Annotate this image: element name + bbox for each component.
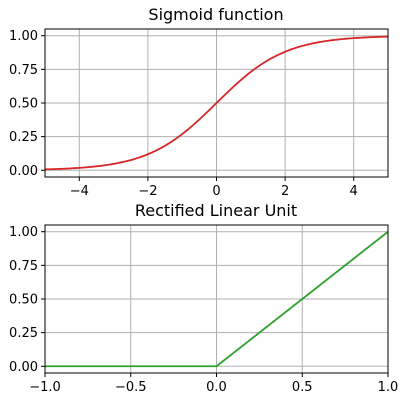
chart-title: Rectified Linear Unit bbox=[135, 201, 297, 220]
y-tick-label: 0.00 bbox=[9, 164, 38, 179]
x-tick-label: 0.0 bbox=[206, 380, 227, 395]
relu-chart: Rectified Linear Unit −1.0 −0.5 0.0 0.5 1.00… bbox=[9, 201, 398, 395]
chart-title: Sigmoid function bbox=[148, 5, 283, 24]
x-tick-label: 1.0 bbox=[378, 380, 399, 395]
y-tick-label: 0.75 bbox=[9, 259, 38, 274]
x-tick-label: −0.5 bbox=[115, 380, 147, 395]
x-tick-label: −2 bbox=[138, 184, 157, 199]
sigmoid-chart: Sigmoid function −4 −2 0 2 4 0.00 0.25 0.50 0.75… bbox=[9, 5, 389, 199]
x-tick-label: 4 bbox=[350, 184, 358, 199]
x-tick-label: −1.0 bbox=[29, 380, 61, 395]
x-tick-label: 0.5 bbox=[292, 380, 313, 395]
y-tick-label: 0.25 bbox=[9, 326, 38, 341]
y-tick-label: 0.50 bbox=[9, 293, 38, 308]
series-line bbox=[45, 231, 389, 368]
y-tick-label: 1.00 bbox=[9, 29, 38, 44]
x-tick-label: 2 bbox=[281, 184, 289, 199]
x-tick-label: 0 bbox=[212, 184, 220, 199]
y-tick-label: 0.75 bbox=[9, 63, 38, 78]
y-tick-label: 0.50 bbox=[9, 97, 38, 112]
y-tick-label: 0.25 bbox=[9, 130, 38, 145]
y-tick-label: 1.00 bbox=[9, 225, 38, 240]
x-tick-label: −4 bbox=[70, 184, 89, 199]
series-line bbox=[44, 35, 389, 171]
y-tick-label: 0.00 bbox=[9, 360, 38, 375]
